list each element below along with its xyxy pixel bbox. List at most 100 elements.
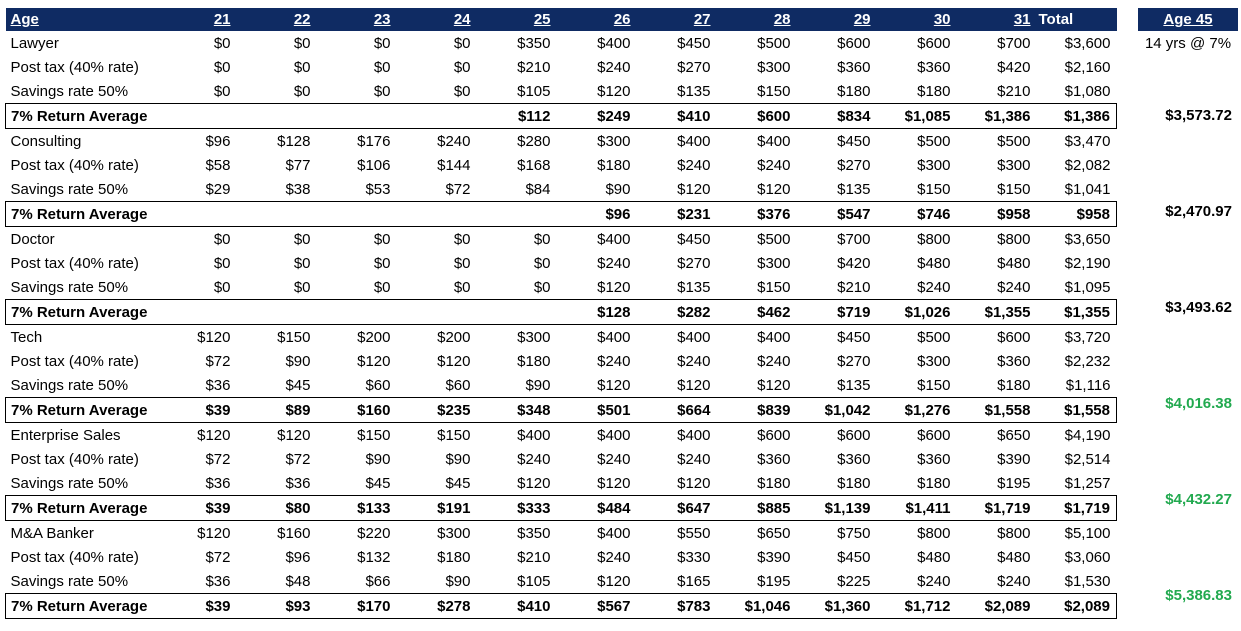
income-row: Lawyer $0 $0 $0 $0 $350 $400 $450 $500 $600 $600 $7… — [6, 31, 1117, 55]
value-cell: $180 — [997, 376, 1031, 394]
value-cell: $400 — [677, 328, 711, 346]
age45-row: $3,493.62 — [1138, 295, 1238, 319]
row-label: Post tax (40% rate) — [10, 58, 139, 76]
value-cell: $719 — [796, 299, 877, 325]
value-cell: $105 — [517, 572, 551, 590]
value-cell: $120 — [757, 376, 791, 394]
value-cell: $500 — [917, 328, 951, 346]
total-cell: $1,041 — [1064, 180, 1111, 198]
value-cell: $647 — [636, 495, 717, 521]
year-header: 31 — [956, 8, 1037, 31]
value-cell: $240 — [677, 352, 711, 370]
value-cell: $240 — [917, 278, 951, 296]
value-cell: $500 — [997, 132, 1031, 150]
age45-row — [1138, 247, 1238, 271]
value-cell: $480 — [997, 254, 1031, 272]
value-cell: $800 — [997, 524, 1031, 542]
career-name: Consulting — [10, 132, 82, 150]
value-cell: $480 — [917, 254, 951, 272]
total-cell: $2,089 — [1036, 593, 1117, 619]
row-label: 7% Return Average — [5, 397, 181, 423]
value-cell: $0 — [373, 82, 391, 100]
value-cell: $1,276 — [876, 397, 957, 423]
value-cell: $106 — [357, 156, 391, 174]
value-cell: $600 — [837, 34, 871, 52]
value-cell — [316, 103, 397, 129]
age45-row — [1138, 223, 1238, 247]
value-cell: $300 — [997, 156, 1031, 174]
header-row: Age 21 22 23 24 25 26 27 28 29 30 31 Tot… — [5, 8, 1117, 31]
age45-body: 14 yrs @ 7% $3,573.72 $2,470.97 $3,493.62 $4… — [1138, 31, 1238, 607]
age45-empty — [1138, 439, 1238, 463]
value-cell: $220 — [357, 524, 391, 542]
savings-row: Savings rate 50% $36 $45 $60 $60 $90 $120 $120 $… — [6, 373, 1117, 398]
value-cell: $240 — [677, 156, 711, 174]
career-name: M&A Banker — [10, 524, 94, 542]
value-cell: $650 — [757, 524, 791, 542]
age45-empty — [1138, 55, 1238, 79]
total-cell: $4,190 — [1064, 426, 1111, 444]
value-cell: $450 — [677, 34, 711, 52]
age45-empty — [1138, 175, 1238, 199]
row-label: 7% Return Average — [5, 103, 181, 129]
row-label: Savings rate 50% — [10, 572, 129, 590]
income-row: Consulting $96 $128 $176 $240 $280 $300 $400 $40… — [6, 129, 1117, 154]
value-cell: $501 — [556, 397, 637, 423]
value-cell: $420 — [837, 254, 871, 272]
year-header: 24 — [396, 8, 477, 31]
return-average-row: 7% Return Average $112 $249 $410 $600 $834 $1,… — [5, 103, 1117, 129]
value-cell: $746 — [876, 201, 957, 227]
value-cell: $133 — [316, 495, 397, 521]
value-cell: $96 — [205, 132, 231, 150]
year-header: 30 — [876, 8, 957, 31]
value-cell: $112 — [476, 103, 557, 129]
total-cell: $2,160 — [1064, 58, 1111, 76]
age45-row — [1138, 439, 1238, 463]
value-cell: $0 — [533, 254, 551, 272]
value-cell: $90 — [445, 572, 471, 590]
total-cell: $2,082 — [1064, 156, 1111, 174]
value-cell: $1,558 — [956, 397, 1037, 423]
total-header: Total — [1036, 8, 1117, 31]
value-cell: $360 — [757, 450, 791, 468]
year-header: 26 — [556, 8, 637, 31]
value-cell: $240 — [757, 156, 791, 174]
age45-empty — [1138, 559, 1238, 583]
age45-row: $5,386.83 — [1138, 583, 1238, 607]
age45-value: $5,386.83 — [1165, 586, 1232, 604]
value-cell: $77 — [285, 156, 311, 174]
value-cell: $800 — [917, 524, 951, 542]
value-cell: $72 — [205, 450, 231, 468]
value-cell: $240 — [597, 548, 631, 566]
value-cell: $400 — [597, 230, 631, 248]
value-cell: $180 — [517, 352, 551, 370]
age45-empty — [1138, 127, 1238, 151]
value-cell: $700 — [837, 230, 871, 248]
value-cell: $348 — [476, 397, 557, 423]
age45-row: $2,470.97 — [1138, 199, 1238, 223]
value-cell: $120 — [597, 278, 631, 296]
age45-empty — [1138, 223, 1238, 247]
value-cell: $36 — [205, 376, 231, 394]
total-cell: $3,600 — [1064, 34, 1111, 52]
value-cell: $240 — [597, 58, 631, 76]
total-cell: $1,355 — [1036, 299, 1117, 325]
value-cell: $38 — [285, 180, 311, 198]
post-tax-row: Post tax (40% rate) $72 $96 $132 $180 $210 $24… — [6, 545, 1117, 569]
value-cell — [236, 103, 317, 129]
value-cell: $144 — [437, 156, 471, 174]
age45-row — [1138, 271, 1238, 295]
value-cell: $240 — [997, 278, 1031, 296]
value-cell: $400 — [597, 426, 631, 444]
value-cell: $1,085 — [876, 103, 957, 129]
value-cell: $45 — [365, 474, 391, 492]
value-cell: $400 — [677, 426, 711, 444]
age45-row: $4,432.27 — [1138, 487, 1238, 511]
value-cell: $0 — [213, 58, 231, 76]
savings-row: Savings rate 50% $29 $38 $53 $72 $84 $90 $120 $1… — [6, 177, 1117, 202]
total-cell: $3,470 — [1064, 132, 1111, 150]
value-cell: $210 — [997, 82, 1031, 100]
age45-empty — [1138, 343, 1238, 367]
value-cell: $390 — [757, 548, 791, 566]
value-cell: $240 — [517, 450, 551, 468]
